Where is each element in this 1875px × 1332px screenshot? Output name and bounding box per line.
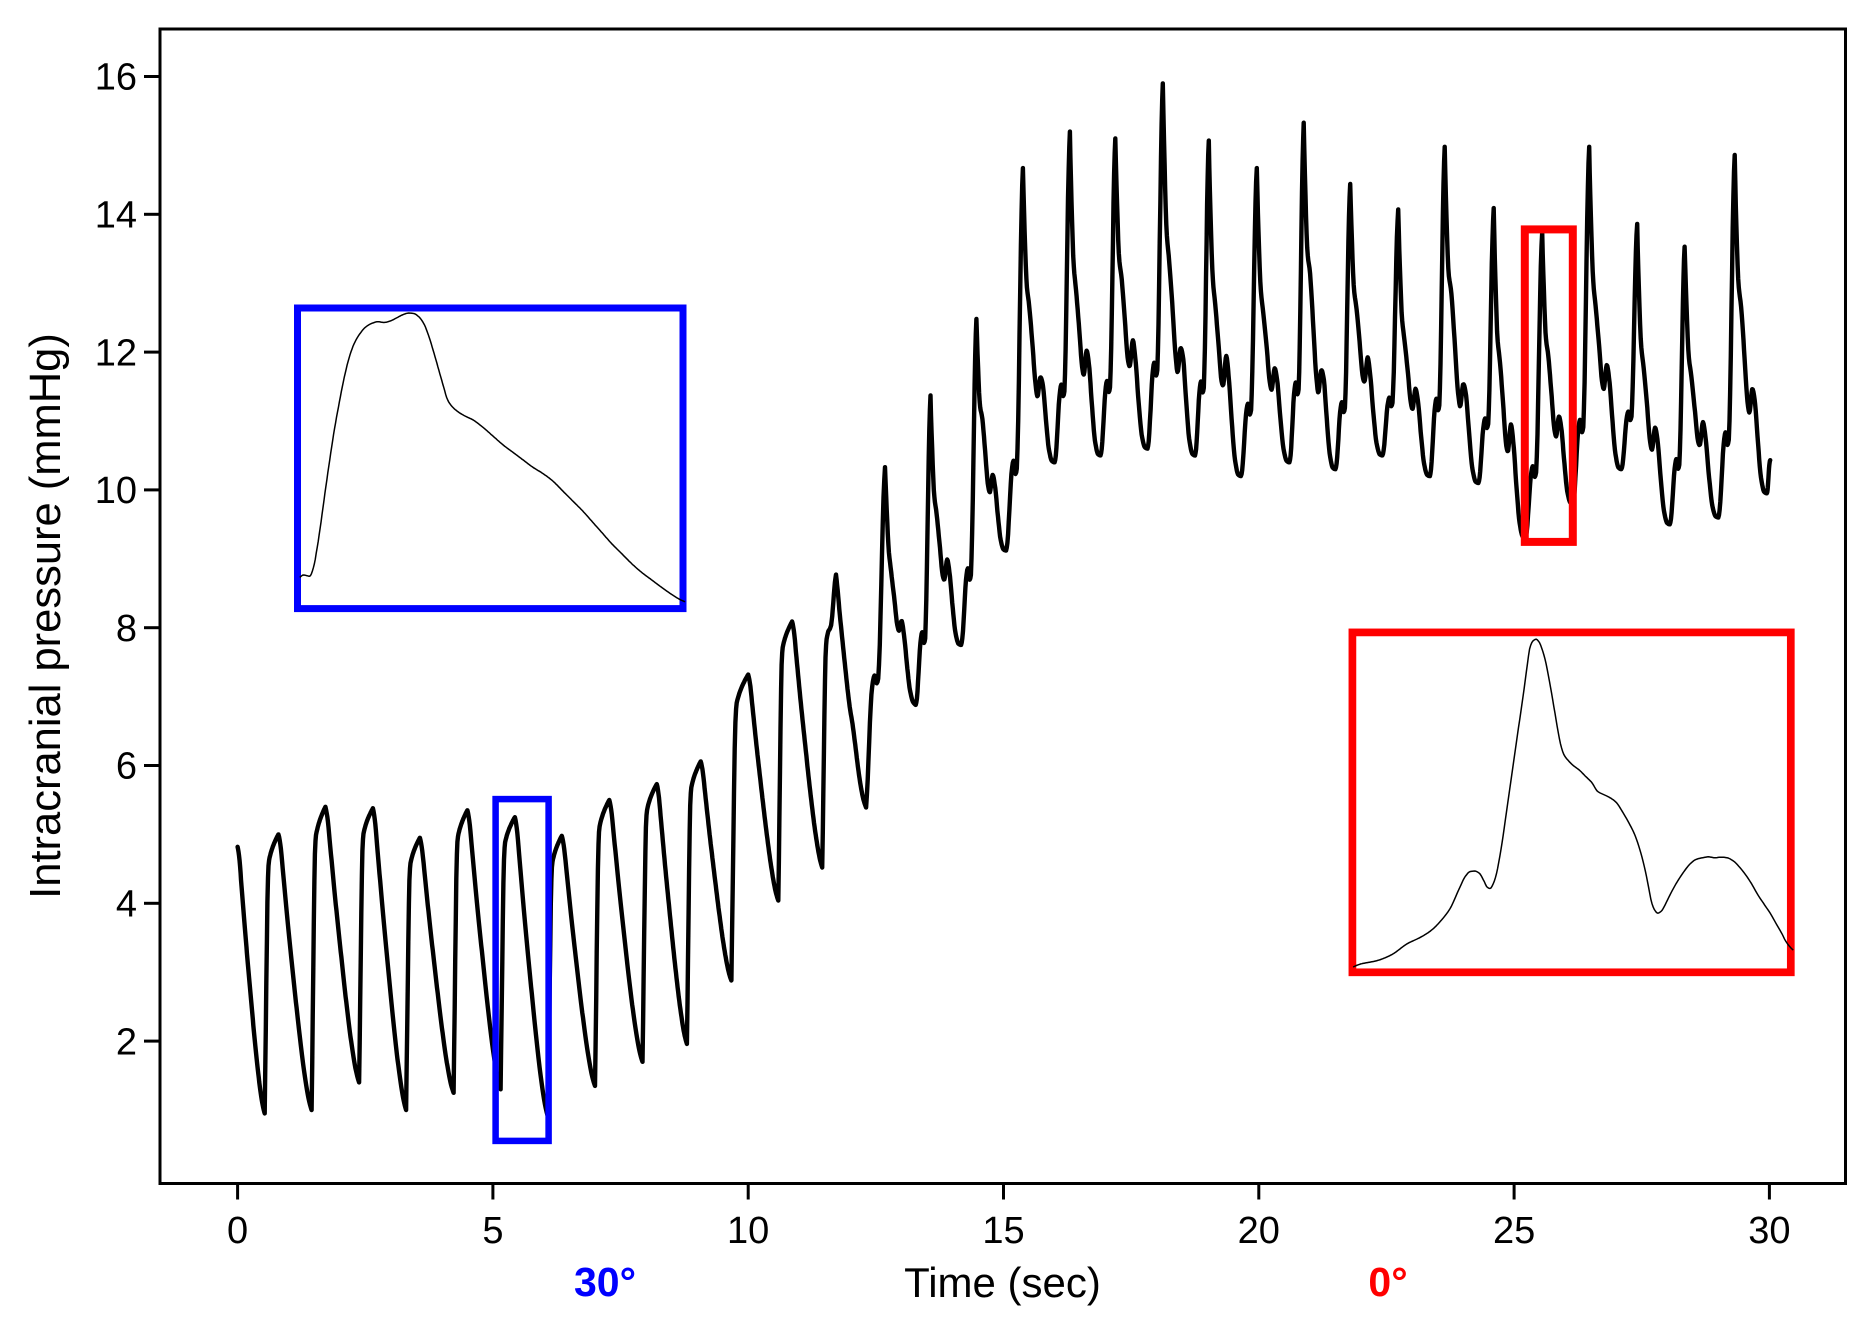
svg-text:0°: 0°	[1368, 1259, 1407, 1305]
svg-text:25: 25	[1493, 1210, 1535, 1252]
svg-text:10: 10	[95, 470, 137, 512]
svg-text:15: 15	[982, 1210, 1024, 1252]
svg-text:8: 8	[116, 608, 137, 650]
svg-text:20: 20	[1238, 1210, 1280, 1252]
svg-text:30°: 30°	[574, 1259, 636, 1305]
svg-text:16: 16	[95, 57, 137, 99]
svg-text:4: 4	[116, 884, 137, 926]
svg-text:12: 12	[95, 332, 137, 374]
svg-text:6: 6	[116, 746, 137, 788]
svg-text:14: 14	[95, 195, 137, 237]
svg-text:5: 5	[482, 1210, 503, 1252]
svg-text:Time (sec): Time (sec)	[904, 1259, 1101, 1306]
svg-text:2: 2	[116, 1021, 137, 1063]
svg-text:10: 10	[727, 1210, 769, 1252]
svg-text:30: 30	[1748, 1210, 1790, 1252]
svg-text:Intracranial pressure (mmHg): Intracranial pressure (mmHg)	[22, 333, 70, 899]
svg-text:0: 0	[227, 1210, 248, 1252]
